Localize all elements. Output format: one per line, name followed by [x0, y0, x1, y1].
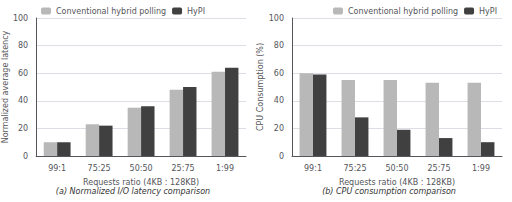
svg-text:80: 80 — [274, 41, 284, 50]
svg-text:25:75: 25:75 — [172, 164, 195, 173]
svg-text:Requests ratio (4KB : 128KB): Requests ratio (4KB : 128KB) — [339, 178, 455, 187]
svg-text:0: 0 — [279, 152, 284, 161]
svg-text:Normalized average latency: Normalized average latency — [1, 30, 10, 143]
svg-text:(b) CPU consumption comparison: (b) CPU consumption comparison — [322, 187, 456, 196]
svg-text:80: 80 — [18, 41, 28, 50]
svg-text:60: 60 — [18, 69, 28, 78]
svg-text:60: 60 — [274, 69, 284, 78]
svg-text:1:99: 1:99 — [216, 164, 234, 173]
svg-text:0: 0 — [23, 152, 28, 161]
svg-text:Conventional hybrid polling: Conventional hybrid polling — [348, 7, 458, 16]
svg-text:75:25: 75:25 — [343, 164, 366, 173]
svg-text:40: 40 — [274, 96, 284, 105]
svg-text:100: 100 — [269, 14, 284, 23]
svg-text:100: 100 — [13, 14, 28, 23]
svg-text:Conventional hybrid polling: Conventional hybrid polling — [56, 7, 166, 16]
svg-text:50:50: 50:50 — [385, 164, 408, 173]
svg-text:25:75: 25:75 — [427, 164, 450, 173]
svg-text:99:1: 99:1 — [48, 164, 66, 173]
svg-text:1:99: 1:99 — [472, 164, 490, 173]
svg-text:Requests ratio (4KB : 128KB): Requests ratio (4KB : 128KB) — [83, 178, 199, 187]
svg-text:CPU Consumption (%): CPU Consumption (%) — [256, 43, 265, 131]
svg-text:40: 40 — [18, 96, 28, 105]
svg-text:99:1: 99:1 — [304, 164, 322, 173]
svg-text:20: 20 — [274, 124, 284, 133]
svg-text:HyPI: HyPI — [479, 7, 497, 16]
svg-text:50:50: 50:50 — [130, 164, 153, 173]
svg-text:75:25: 75:25 — [88, 164, 111, 173]
svg-text:(a) Normalized I/O latency com: (a) Normalized I/O latency comparison — [56, 187, 210, 196]
svg-text:HyPI: HyPI — [187, 7, 205, 16]
svg-text:20: 20 — [18, 124, 28, 133]
